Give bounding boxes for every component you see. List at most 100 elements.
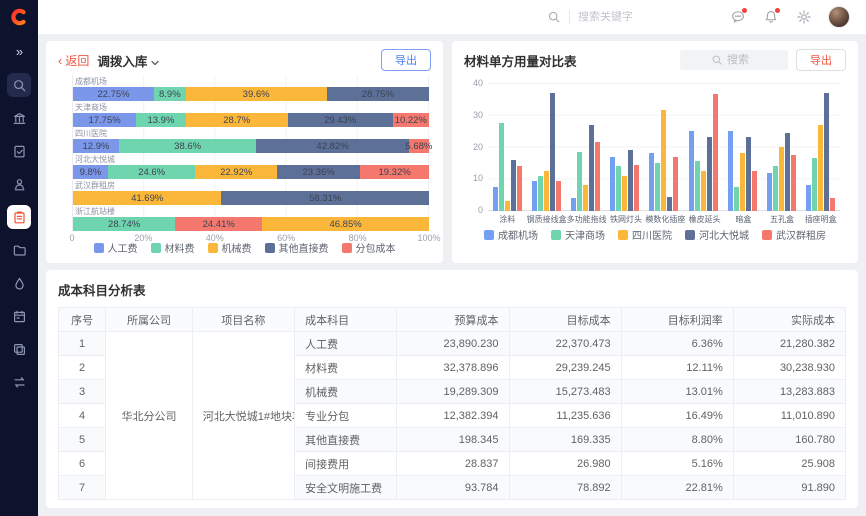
bar[interactable] — [739, 153, 745, 211]
bar[interactable] — [778, 147, 784, 211]
bar-segment[interactable]: 38.6% — [118, 139, 257, 153]
bar-segment[interactable]: 19.32% — [360, 165, 429, 179]
bar[interactable] — [622, 175, 628, 211]
bar[interactable] — [493, 187, 499, 211]
sidebar-item-personnel[interactable] — [7, 172, 31, 196]
legend-item[interactable]: 武汉群租房 — [762, 227, 826, 242]
bar-segment[interactable]: 41.69% — [73, 191, 222, 205]
bar[interactable] — [790, 155, 796, 211]
sidebar-item-materials[interactable] — [7, 271, 31, 295]
sidebar-item-transfer[interactable] — [7, 370, 31, 394]
bar[interactable] — [673, 156, 679, 211]
sidebar-expand-toggle[interactable]: » — [16, 44, 23, 59]
bar[interactable] — [610, 156, 616, 211]
bar[interactable] — [499, 123, 505, 211]
bar-segment[interactable]: 17.75% — [73, 113, 137, 127]
messages-button[interactable] — [729, 8, 747, 26]
sidebar-item-cost-active[interactable] — [7, 205, 31, 229]
bar[interactable] — [766, 172, 772, 211]
bar-segment[interactable]: 8.9% — [153, 87, 186, 101]
legend-item[interactable]: 天津商场 — [551, 227, 605, 242]
bar[interactable] — [550, 92, 556, 211]
bar[interactable] — [649, 153, 655, 211]
legend-item[interactable]: 成都机场 — [484, 227, 538, 242]
notifications-button[interactable] — [762, 8, 780, 26]
legend-item[interactable]: 材料费 — [150, 240, 195, 255]
sidebar-item-documents[interactable] — [7, 139, 31, 163]
chart-search-input[interactable] — [727, 54, 757, 66]
bar[interactable] — [817, 124, 823, 211]
sidebar-item-search[interactable] — [7, 73, 31, 97]
bar-segment[interactable]: 23.36% — [277, 165, 361, 179]
bar-segment[interactable]: 5.68% — [405, 139, 433, 153]
bar[interactable] — [583, 185, 589, 211]
legend-item[interactable]: 四川医院 — [618, 227, 672, 242]
bar-segment[interactable]: 28.74% — [73, 217, 176, 231]
back-link[interactable]: ‹ 返回 — [58, 52, 89, 69]
bar[interactable] — [511, 159, 517, 211]
avatar[interactable] — [828, 6, 850, 28]
legend-item[interactable]: 机械费 — [207, 240, 252, 255]
bar[interactable] — [571, 198, 577, 211]
bar-segment[interactable]: 10.22% — [392, 113, 429, 127]
bar[interactable] — [661, 110, 667, 211]
chart-title-dropdown[interactable]: 调拨入库 — [97, 51, 160, 70]
legend-item[interactable]: 分包成本 — [341, 240, 396, 255]
bar[interactable] — [577, 151, 583, 211]
bar-segment[interactable]: 28.75% — [326, 87, 429, 101]
bar-segment[interactable]: 28.7% — [185, 113, 288, 127]
bar[interactable] — [628, 150, 634, 211]
legend-item[interactable]: 河北大悦城 — [685, 227, 749, 242]
bar-segment[interactable]: 29.43% — [287, 113, 393, 127]
sidebar-item-files[interactable] — [7, 238, 31, 262]
bar[interactable] — [706, 137, 712, 211]
bar[interactable] — [700, 171, 706, 211]
bar-segment[interactable]: 46.85% — [262, 217, 429, 231]
bar[interactable] — [751, 171, 757, 211]
bar[interactable] — [667, 196, 673, 211]
bar-segment[interactable]: 12.9% — [73, 139, 119, 153]
bar[interactable] — [538, 175, 544, 211]
settings-button[interactable] — [795, 8, 813, 26]
bar-segment[interactable]: 22.75% — [73, 87, 154, 101]
bar-segment[interactable]: 24.6% — [107, 165, 196, 179]
sidebar-item-copies[interactable] — [7, 337, 31, 361]
legend-item[interactable]: 其他直接费 — [264, 240, 329, 255]
sidebar-item-organization[interactable] — [7, 106, 31, 130]
bar[interactable] — [556, 180, 562, 211]
bar[interactable] — [655, 163, 661, 211]
bar-segment[interactable]: 58.31% — [221, 191, 429, 205]
bar[interactable] — [805, 185, 811, 211]
chart-search-box[interactable] — [680, 50, 788, 70]
bar-segment[interactable]: 39.6% — [185, 87, 327, 101]
bar[interactable] — [634, 164, 640, 211]
export-button[interactable]: 导出 — [796, 49, 846, 71]
bar[interactable] — [505, 201, 511, 211]
bar[interactable] — [745, 137, 751, 211]
bar[interactable] — [595, 142, 601, 211]
bar[interactable] — [784, 132, 790, 211]
search-icon[interactable] — [547, 10, 561, 24]
bar-segment[interactable]: 9.8% — [73, 165, 108, 179]
bar-segment[interactable]: 24.41% — [175, 217, 263, 231]
sidebar-item-schedule[interactable] — [7, 304, 31, 328]
legend-item[interactable]: 人工费 — [93, 240, 138, 255]
bar-segment[interactable]: 42.82% — [256, 139, 409, 153]
bar[interactable] — [829, 198, 835, 211]
global-search-input[interactable] — [578, 11, 668, 23]
bar[interactable] — [532, 180, 538, 211]
bar[interactable] — [823, 92, 829, 211]
bar[interactable] — [733, 187, 739, 211]
bar[interactable] — [712, 94, 718, 211]
bar[interactable] — [589, 124, 595, 211]
bar[interactable] — [517, 166, 523, 211]
bar[interactable] — [772, 166, 778, 211]
bar-segment[interactable]: 22.92% — [195, 165, 278, 179]
bar[interactable] — [694, 161, 700, 211]
bar[interactable] — [688, 131, 694, 211]
bar-segment[interactable]: 13.9% — [136, 113, 186, 127]
export-button[interactable]: 导出 — [381, 49, 431, 71]
bar[interactable] — [616, 166, 622, 211]
bar[interactable] — [811, 158, 817, 211]
bar[interactable] — [727, 131, 733, 211]
